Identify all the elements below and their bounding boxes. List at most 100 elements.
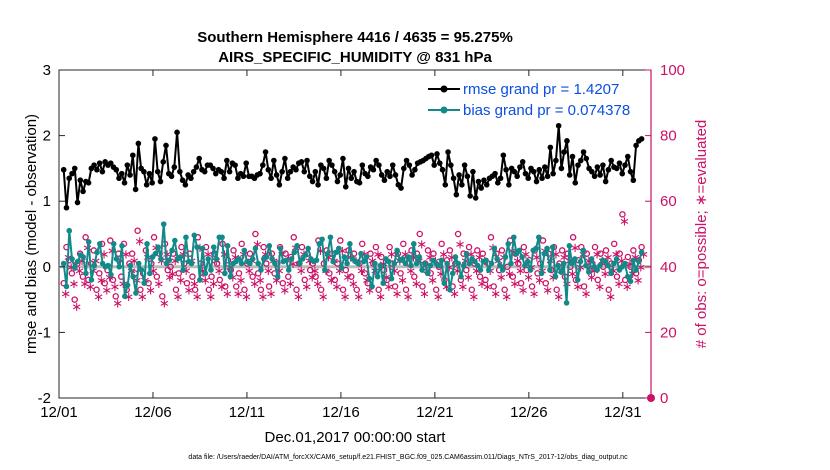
right-y-tick-label: 100 xyxy=(660,62,685,79)
bias-point xyxy=(299,256,306,262)
bias-point xyxy=(155,244,161,250)
obs-evaluated-point: ∗ xyxy=(389,264,400,279)
rmse-point xyxy=(74,199,81,206)
bias-point xyxy=(160,221,167,227)
obs-possible-point xyxy=(263,260,270,267)
obs-evaluated-point: ∗ xyxy=(452,264,463,279)
obs-evaluated-point: ∗ xyxy=(564,254,575,269)
bias-point xyxy=(369,283,375,290)
obs-evaluated-point: ∗ xyxy=(315,244,326,259)
bias-point xyxy=(219,234,225,241)
bias-point xyxy=(602,258,609,265)
obs-possible-point xyxy=(558,247,566,254)
obs-evaluated-point: ∗ xyxy=(99,247,110,262)
obs-evaluated-point: ∗ xyxy=(68,277,79,292)
bias-point xyxy=(249,256,256,262)
obs-possible-point xyxy=(109,276,117,284)
obs-possible-point xyxy=(167,263,174,271)
rmse-point xyxy=(326,157,332,164)
obs-possible-point xyxy=(205,286,213,294)
rmse-point xyxy=(351,168,357,175)
bias-point xyxy=(113,256,120,262)
rmse-point xyxy=(179,177,186,184)
rmse-point xyxy=(276,182,283,188)
rmse-point xyxy=(96,160,103,166)
rmse-point xyxy=(135,140,142,147)
bias-point xyxy=(172,237,178,244)
obs-evaluated-point: ∗ xyxy=(162,247,173,262)
obs-possible-point xyxy=(454,230,462,238)
obs-evaluated-point: ∗ xyxy=(362,274,373,289)
obs-evaluated-point: ∗ xyxy=(93,290,104,305)
x-tick-label: 12/06 xyxy=(134,404,172,421)
plot-area xyxy=(58,69,652,399)
rmse-point xyxy=(201,168,208,175)
left-y-tick-label: 2 xyxy=(43,128,51,145)
obs-evaluated-point: ∗ xyxy=(559,251,570,266)
obs-possible-point xyxy=(339,286,347,294)
bias-point xyxy=(188,260,195,267)
obs-possible-point xyxy=(487,234,495,241)
bias-point xyxy=(144,241,150,247)
obs-evaluated-point: ∗ xyxy=(175,274,186,289)
rmse-point xyxy=(638,136,645,142)
rmse-point xyxy=(384,168,391,175)
rmse-point xyxy=(265,166,272,173)
obs-evaluated-point: ∗ xyxy=(266,287,277,302)
rmse-point xyxy=(193,164,200,170)
obs-evaluated-point: ∗ xyxy=(104,270,115,285)
bias-point xyxy=(224,243,231,249)
rmse-point xyxy=(168,173,175,180)
obs-evaluated-point: ∗ xyxy=(364,283,375,298)
bias-point xyxy=(180,267,186,273)
bias-point xyxy=(630,257,637,264)
bias-point xyxy=(130,273,136,280)
rmse-point xyxy=(188,175,194,182)
rmse-point xyxy=(359,162,366,168)
bias-point xyxy=(502,254,509,260)
rmse-point xyxy=(224,157,230,164)
obs-possible-point xyxy=(490,283,497,290)
bias-point xyxy=(119,243,125,249)
obs-possible-point xyxy=(128,250,136,257)
bias-point xyxy=(133,290,139,296)
bias-point xyxy=(305,245,311,252)
bias-point xyxy=(297,260,303,267)
bias-point xyxy=(558,269,564,275)
rmse-point xyxy=(550,170,556,177)
rmse-point xyxy=(80,188,86,195)
obs-evaluated-point: ∗ xyxy=(255,274,266,289)
bias-point xyxy=(363,254,370,260)
obs-evaluated-point: ∗ xyxy=(490,287,501,302)
bias-point xyxy=(413,260,420,267)
bias-point xyxy=(91,262,98,269)
rmse-point xyxy=(63,204,70,211)
bias-point xyxy=(547,267,553,273)
obs-evaluated-point: ∗ xyxy=(414,254,425,269)
obs-possible-point xyxy=(419,283,426,290)
obs-evaluated-point: ∗ xyxy=(419,287,430,302)
legend-bias-marker xyxy=(440,106,448,114)
rmse-point xyxy=(342,183,349,190)
bias-point xyxy=(455,260,462,267)
bias-point xyxy=(519,254,525,260)
rmse-point xyxy=(602,178,609,185)
rmse-point xyxy=(243,160,249,166)
rmse-point xyxy=(624,153,631,160)
bias-point xyxy=(227,273,234,280)
left-y-axis-label: rmse and bias (model - observation) xyxy=(23,114,40,354)
obs-possible-point xyxy=(301,276,308,284)
obs-possible-point xyxy=(528,283,536,290)
rmse-point xyxy=(522,170,529,177)
bias-point xyxy=(238,260,245,267)
right-y-axis-label: # of obs: o=possible; ∗=evaluated xyxy=(693,120,710,349)
rmse-point xyxy=(558,165,565,172)
bias-point xyxy=(508,260,514,267)
rmse-point xyxy=(530,168,537,175)
left-y-tick-label: 3 xyxy=(43,62,51,79)
bias-point xyxy=(341,254,348,260)
obs-evaluated-point: ∗ xyxy=(583,254,594,269)
obs-evaluated-point: ∗ xyxy=(370,264,381,279)
obs-evaluated-point: ∗ xyxy=(622,280,633,295)
obs-possible-point xyxy=(517,279,525,287)
